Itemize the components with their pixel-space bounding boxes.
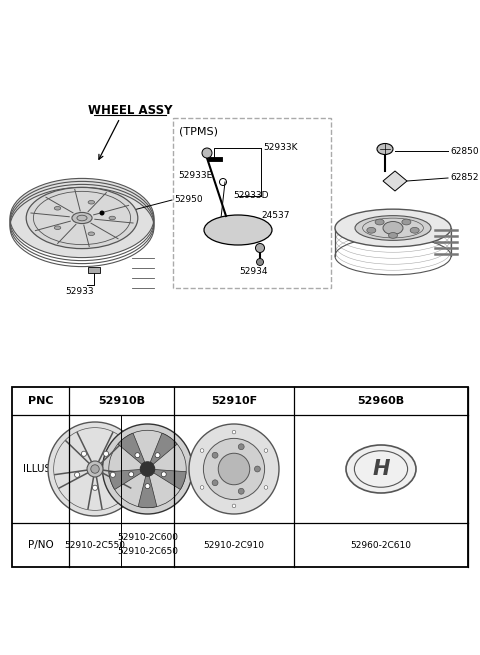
Text: H: H xyxy=(372,459,390,479)
Circle shape xyxy=(212,453,218,458)
Circle shape xyxy=(254,466,260,472)
Text: 52934: 52934 xyxy=(239,267,267,276)
Ellipse shape xyxy=(402,219,411,225)
Text: 62850: 62850 xyxy=(450,147,479,155)
Circle shape xyxy=(189,424,279,514)
Ellipse shape xyxy=(10,178,154,257)
Circle shape xyxy=(155,453,160,458)
Text: 24537: 24537 xyxy=(261,212,289,221)
Text: PNC: PNC xyxy=(28,396,53,406)
Text: 52910-2C650: 52910-2C650 xyxy=(117,548,178,557)
Text: 52950: 52950 xyxy=(174,195,203,204)
Circle shape xyxy=(99,210,105,215)
Polygon shape xyxy=(109,470,142,489)
Circle shape xyxy=(161,472,166,477)
Text: 52910-2C600: 52910-2C600 xyxy=(117,534,178,542)
Polygon shape xyxy=(154,470,186,489)
Circle shape xyxy=(212,480,218,485)
Circle shape xyxy=(202,148,212,158)
Circle shape xyxy=(264,485,268,489)
Circle shape xyxy=(255,244,264,252)
Ellipse shape xyxy=(54,206,61,210)
Ellipse shape xyxy=(54,226,61,229)
Ellipse shape xyxy=(26,187,138,249)
Text: 62852: 62852 xyxy=(450,174,479,183)
Bar xyxy=(88,267,100,273)
Bar xyxy=(12,387,468,567)
Circle shape xyxy=(145,483,150,489)
Text: P/NO: P/NO xyxy=(28,540,53,550)
Text: 52910-2C910: 52910-2C910 xyxy=(204,540,264,550)
Text: 52910B: 52910B xyxy=(98,396,145,406)
Circle shape xyxy=(103,424,192,514)
Ellipse shape xyxy=(375,219,384,225)
Ellipse shape xyxy=(355,215,431,240)
Polygon shape xyxy=(383,171,407,191)
Text: 52933K: 52933K xyxy=(263,143,298,153)
Circle shape xyxy=(129,472,134,477)
Ellipse shape xyxy=(388,233,397,238)
Circle shape xyxy=(238,489,244,494)
Text: 52933D: 52933D xyxy=(233,191,268,200)
Ellipse shape xyxy=(88,232,95,236)
Polygon shape xyxy=(118,433,145,464)
Ellipse shape xyxy=(335,209,451,247)
Text: ILLUST: ILLUST xyxy=(24,464,58,474)
Text: 52910-2C550: 52910-2C550 xyxy=(64,540,125,550)
Circle shape xyxy=(93,485,97,491)
Text: 52960B: 52960B xyxy=(358,396,405,406)
Circle shape xyxy=(104,451,108,457)
Polygon shape xyxy=(138,476,157,508)
Text: (TPMS): (TPMS) xyxy=(179,126,218,136)
Circle shape xyxy=(200,485,204,489)
Circle shape xyxy=(218,453,250,485)
Ellipse shape xyxy=(346,445,416,493)
Ellipse shape xyxy=(88,200,95,204)
Circle shape xyxy=(140,462,155,476)
Circle shape xyxy=(256,259,264,265)
Polygon shape xyxy=(150,433,177,464)
Ellipse shape xyxy=(77,215,87,221)
Circle shape xyxy=(204,438,264,500)
Ellipse shape xyxy=(204,215,272,245)
Ellipse shape xyxy=(109,216,116,220)
Ellipse shape xyxy=(383,221,403,234)
Circle shape xyxy=(91,465,99,473)
Text: 52933: 52933 xyxy=(66,288,94,297)
Text: 52910F: 52910F xyxy=(211,396,257,406)
Circle shape xyxy=(87,461,103,477)
Text: WHEEL ASSY: WHEEL ASSY xyxy=(88,103,172,117)
Ellipse shape xyxy=(377,143,393,155)
Circle shape xyxy=(238,444,244,450)
Circle shape xyxy=(232,430,236,434)
Circle shape xyxy=(264,449,268,453)
Circle shape xyxy=(48,422,142,516)
Text: 52933E: 52933E xyxy=(178,172,212,181)
Ellipse shape xyxy=(72,212,92,223)
Ellipse shape xyxy=(367,227,376,233)
Text: 52960-2C610: 52960-2C610 xyxy=(350,540,411,550)
Circle shape xyxy=(110,472,116,477)
Circle shape xyxy=(200,449,204,453)
Circle shape xyxy=(82,451,86,457)
Circle shape xyxy=(135,453,140,458)
Ellipse shape xyxy=(410,227,419,233)
Circle shape xyxy=(74,472,80,477)
Circle shape xyxy=(232,504,236,508)
